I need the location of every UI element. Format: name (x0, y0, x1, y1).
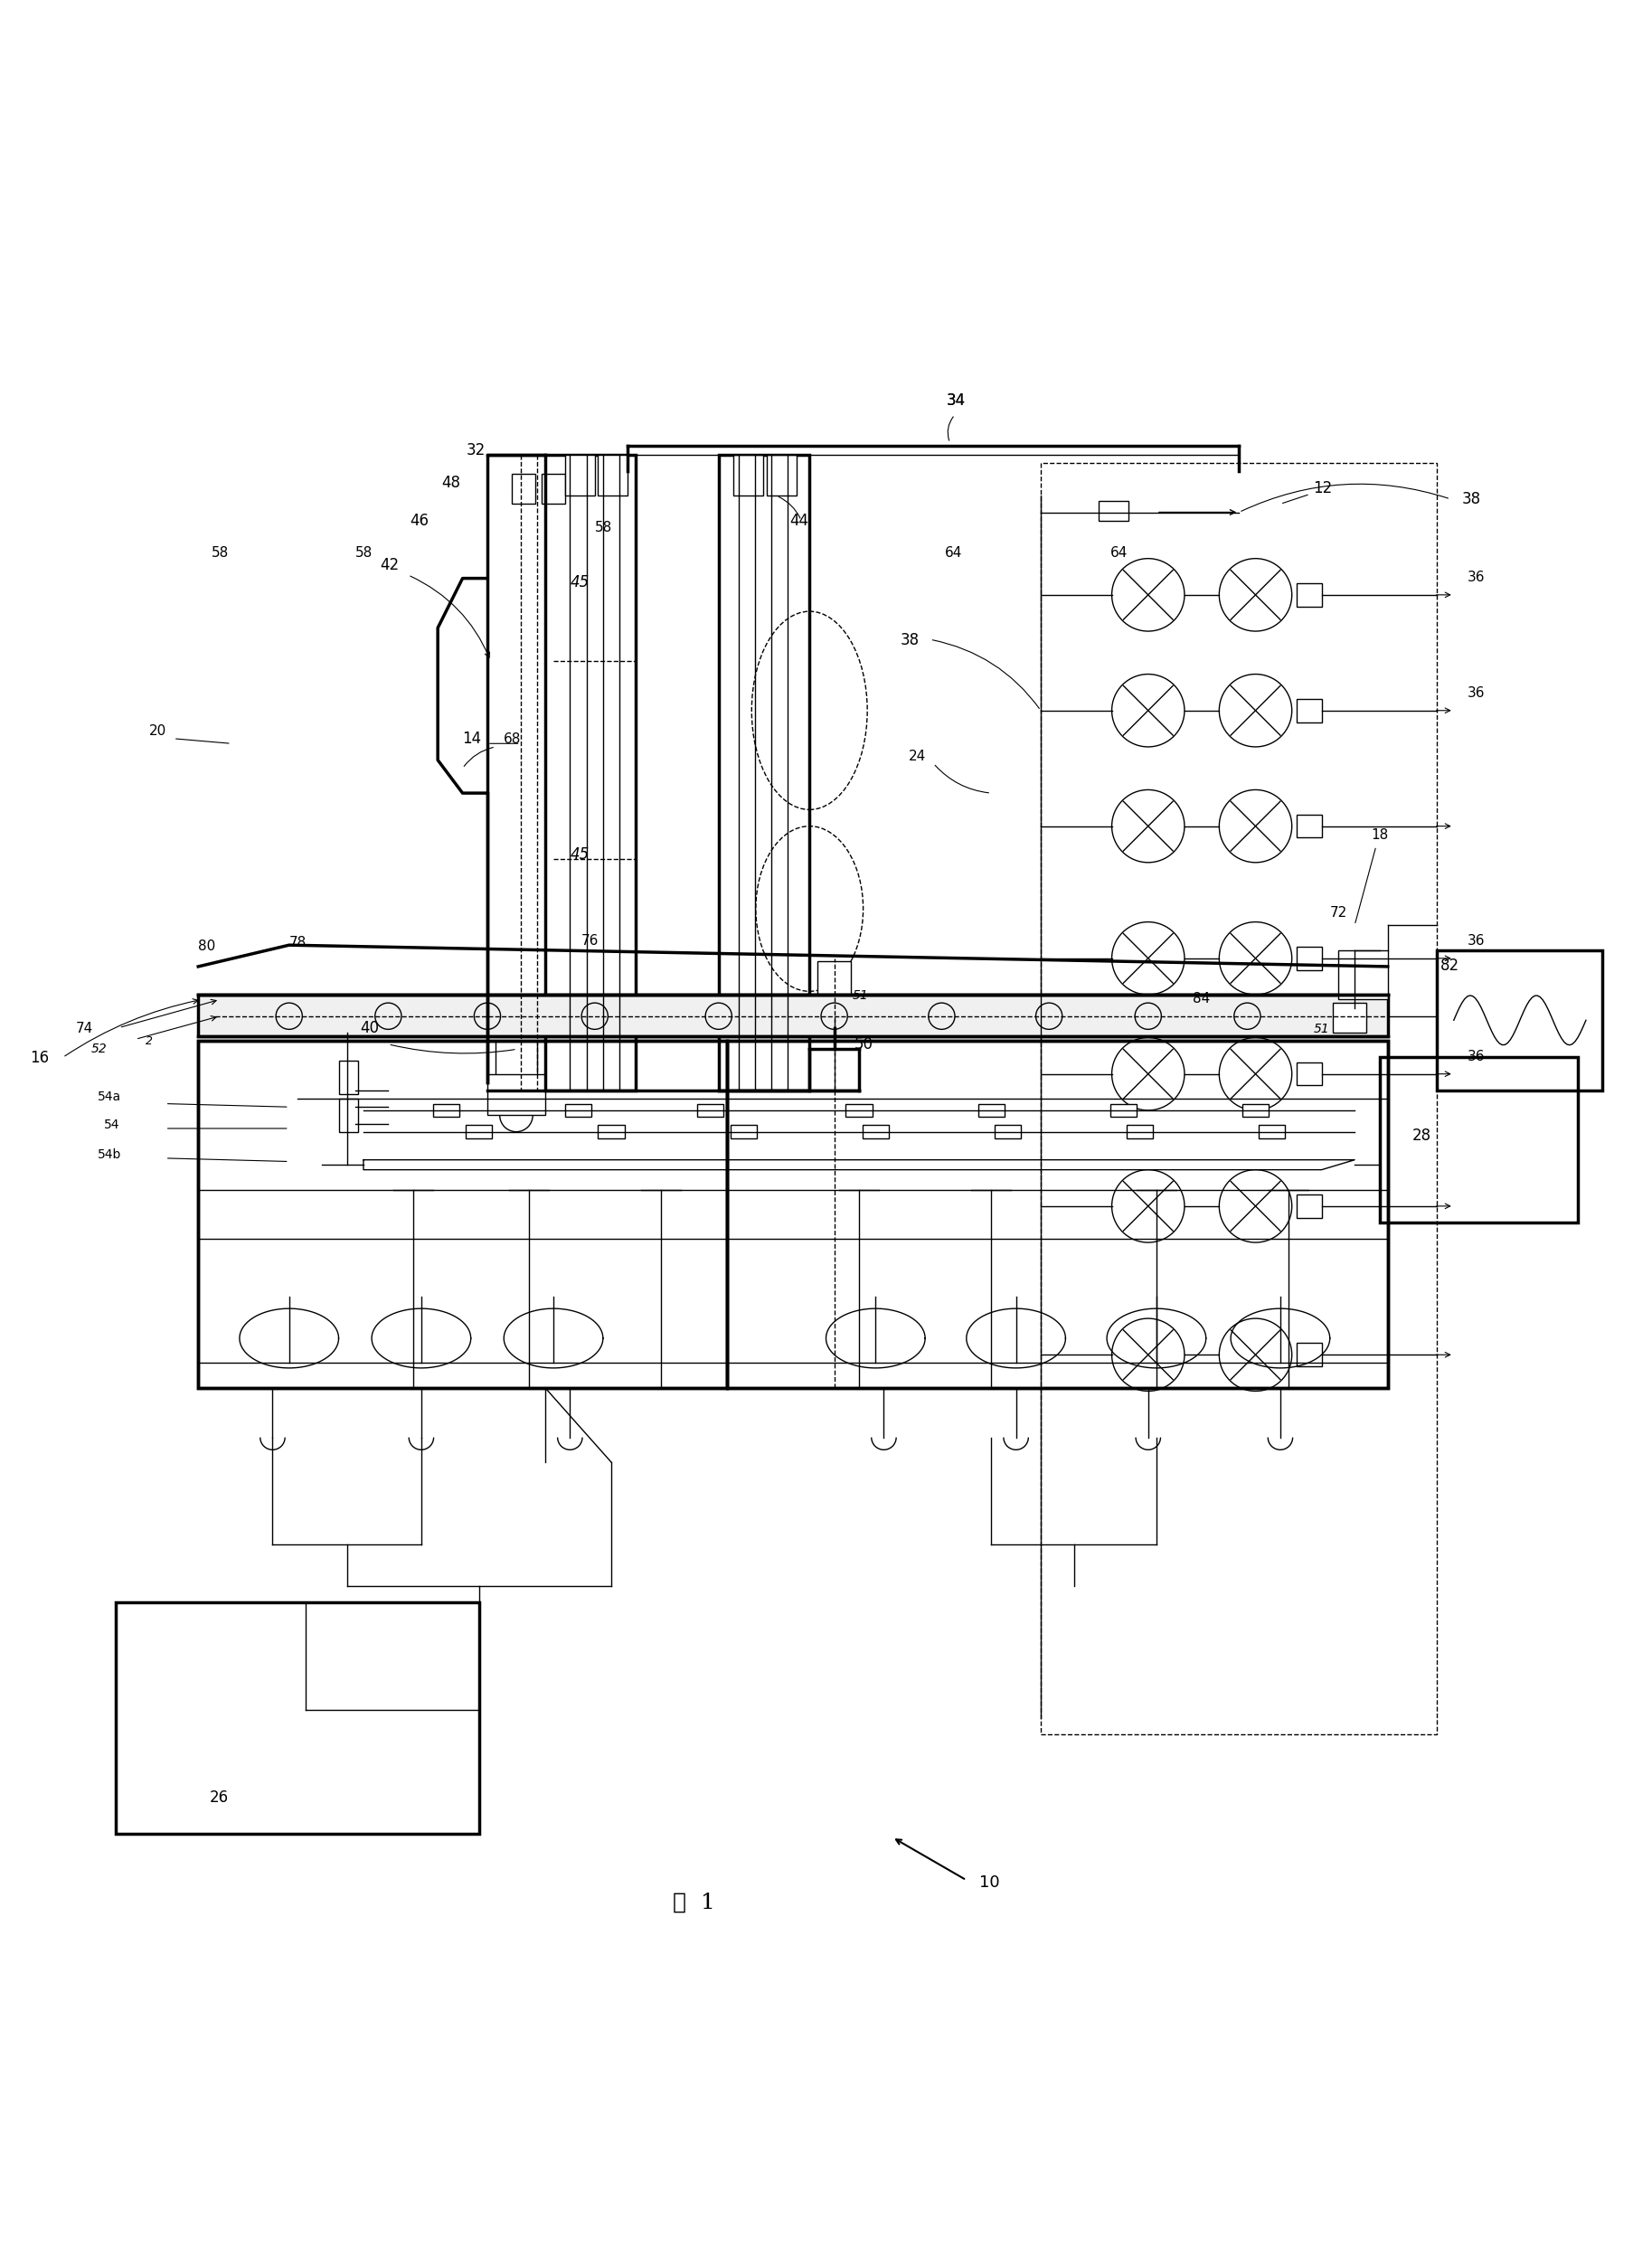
Text: 20: 20 (149, 724, 167, 737)
Bar (1338, 950, 1388, 1000)
Bar (542, 474, 565, 503)
Bar (565, 1103, 591, 1117)
Bar (466, 1126, 492, 1139)
Bar (198, 995, 1388, 1036)
Text: 58: 58 (211, 546, 230, 560)
Bar (512, 474, 535, 503)
Bar (818, 995, 851, 1027)
Text: 76: 76 (582, 935, 600, 948)
Bar (1297, 1344, 1322, 1366)
Text: 38: 38 (1462, 492, 1482, 508)
Bar (1379, 1058, 1578, 1222)
Text: 36: 36 (1467, 1049, 1485, 1063)
Text: 50: 50 (854, 1036, 872, 1054)
Text: 36: 36 (1467, 571, 1485, 584)
Bar (767, 454, 796, 497)
Bar (1242, 1103, 1269, 1117)
Text: 64: 64 (945, 546, 963, 560)
Bar (116, 1602, 479, 1834)
Bar (1297, 1195, 1322, 1218)
Bar (1437, 950, 1602, 1090)
Bar (1297, 1063, 1322, 1085)
Text: 44: 44 (790, 512, 808, 528)
Text: 42: 42 (380, 557, 400, 573)
Bar (1333, 1002, 1366, 1034)
Text: 54: 54 (104, 1119, 121, 1130)
Bar (1099, 501, 1128, 521)
Bar (1041, 463, 1437, 1735)
Text: 34: 34 (947, 393, 966, 409)
Bar (1297, 584, 1322, 607)
Text: 52: 52 (91, 1043, 107, 1056)
Text: 36: 36 (1467, 685, 1485, 701)
Text: 54a: 54a (97, 1090, 121, 1103)
Text: 64: 64 (1110, 546, 1128, 560)
Bar (697, 1103, 724, 1117)
Bar (433, 1103, 459, 1117)
Text: 36: 36 (1467, 935, 1485, 948)
Bar (862, 1126, 889, 1139)
Text: 54b: 54b (97, 1148, 121, 1162)
Bar (565, 454, 595, 497)
Text: 16: 16 (30, 1049, 50, 1065)
Text: 14: 14 (463, 730, 482, 748)
Text: 图  1: 图 1 (672, 1892, 715, 1912)
Text: 51: 51 (852, 989, 869, 1002)
Bar (1297, 699, 1322, 721)
Bar (1297, 946, 1322, 971)
Bar (339, 1099, 358, 1132)
Bar (598, 454, 628, 497)
Text: 58: 58 (355, 546, 373, 560)
Text: 12: 12 (1313, 481, 1333, 497)
Bar (1259, 1126, 1285, 1139)
Text: 34: 34 (947, 393, 966, 409)
Bar (1110, 1103, 1137, 1117)
Bar (545, 454, 636, 1090)
Text: 45: 45 (570, 573, 590, 591)
Text: 68: 68 (504, 733, 522, 746)
Bar (496, 1040, 537, 1090)
Bar (1127, 1126, 1153, 1139)
Bar (818, 962, 851, 995)
Text: 58: 58 (595, 521, 613, 535)
Text: 78: 78 (289, 937, 307, 950)
Bar (727, 1040, 1388, 1389)
Bar (730, 1126, 757, 1139)
Bar (598, 1126, 624, 1139)
Text: 74: 74 (76, 1022, 94, 1036)
Text: 45: 45 (570, 847, 590, 863)
Bar (198, 1040, 1388, 1389)
Text: 32: 32 (466, 443, 486, 458)
Text: 28: 28 (1412, 1128, 1432, 1144)
Text: 2: 2 (145, 1036, 152, 1047)
Text: 18: 18 (1371, 829, 1389, 843)
Text: 82: 82 (1441, 957, 1460, 973)
Bar (1297, 816, 1322, 838)
Text: 46: 46 (410, 512, 428, 528)
Text: 40: 40 (360, 1020, 378, 1036)
Text: 51: 51 (1313, 1022, 1330, 1036)
Bar (719, 454, 809, 1090)
Text: 72: 72 (1330, 906, 1348, 919)
Bar (995, 1126, 1021, 1139)
Bar (487, 1074, 545, 1115)
Bar (846, 1103, 872, 1117)
Text: 38: 38 (900, 631, 920, 647)
Text: 24: 24 (909, 748, 927, 762)
Text: 84: 84 (1193, 993, 1211, 1007)
Text: 80: 80 (198, 939, 216, 953)
Bar (339, 1061, 358, 1094)
Text: 48: 48 (441, 474, 459, 492)
Bar (733, 454, 763, 497)
Bar (978, 1103, 1004, 1117)
Bar (198, 1040, 727, 1389)
Text: 26: 26 (210, 1791, 230, 1807)
Text: 10: 10 (980, 1874, 999, 1890)
